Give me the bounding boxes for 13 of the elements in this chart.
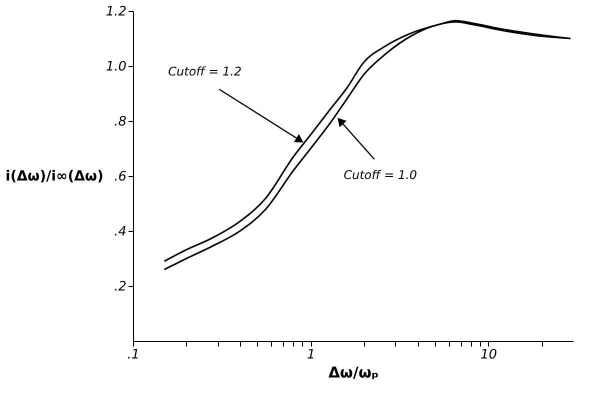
- x-tick-label: 10: [480, 348, 498, 362]
- y-tick-label: .8: [114, 114, 126, 130]
- y-tick-label: .2: [114, 280, 126, 294]
- y-axis-title: i(Δω)/i∞(Δω): [6, 168, 104, 184]
- x-tick-label: 1: [306, 348, 316, 362]
- x-axis-title: Δω/ωₚ: [328, 364, 379, 382]
- y-tick-label: 1.2: [106, 4, 126, 20]
- y-tick-label: .6: [114, 170, 126, 184]
- annotation: Cutoff = 1.0: [344, 168, 418, 182]
- x-tick-label: .1: [127, 348, 140, 362]
- y-tick-label: 1.0: [106, 60, 126, 74]
- y-tick-label: .4: [114, 224, 126, 240]
- annotation: Cutoff = 1.2: [168, 64, 242, 78]
